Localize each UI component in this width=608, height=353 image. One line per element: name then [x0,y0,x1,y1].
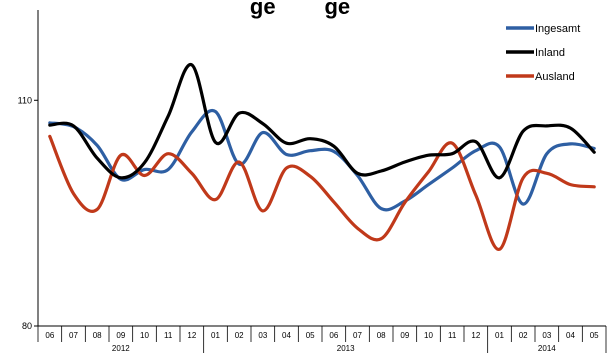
x-tick-label: 09 [116,331,125,340]
series-lines [48,63,596,251]
x-tick-label: 05 [306,331,315,340]
legend-label-inland: Inland [535,47,565,59]
x-tick-label: 04 [566,331,575,340]
x-tick-label: 01 [495,331,504,340]
year-label: 2013 [337,344,355,353]
legend: Ingesamt Inland Ausland [506,23,580,83]
series-line-inland [48,63,596,180]
x-tick-label: 08 [93,331,102,340]
x-tick-label: 11 [448,331,457,340]
chart-title-fragment: ge ge [250,0,350,19]
legend-label-ingesamt: Ingesamt [535,23,580,35]
y-tick-label: 80 [22,321,32,331]
x-ticks: 06 07 08 09 10 11 12 01 02 03 04 05 06 07 08 09 10 11 12 01… [37,326,607,342]
x-tick-label: 09 [400,331,409,340]
x-tick-label: 02 [519,331,528,340]
x-tick-label: 12 [471,331,480,340]
year-label: 2012 [112,344,130,353]
x-tick-label: 02 [235,331,244,340]
x-tick-label: 10 [424,331,433,340]
x-tick-label: 04 [282,331,291,340]
x-tick-label: 07 [353,331,362,340]
x-tick-label: 07 [69,331,78,340]
x-tick-label: 06 [329,331,338,340]
x-tick-label: 06 [45,331,54,340]
legend-label-ausland: Ausland [535,71,575,83]
x-tick-label: 08 [377,331,386,340]
x-tick-label: 10 [140,331,149,340]
x-tick-label: 03 [258,331,267,340]
x-tick-label: 05 [590,331,599,340]
y-ticks: 80 110 [18,95,38,331]
x-tick-label: 03 [542,331,551,340]
x-tick-label: 11 [164,331,173,340]
x-tick-label: 01 [211,331,220,340]
year-labels: 2012 2013 2014 [112,342,607,353]
year-label: 2014 [538,344,556,353]
y-tick-label: 110 [18,95,32,105]
x-tick-label: 12 [187,331,196,340]
series-line-ausland [48,134,596,251]
series-line-ingesamt [48,108,596,212]
